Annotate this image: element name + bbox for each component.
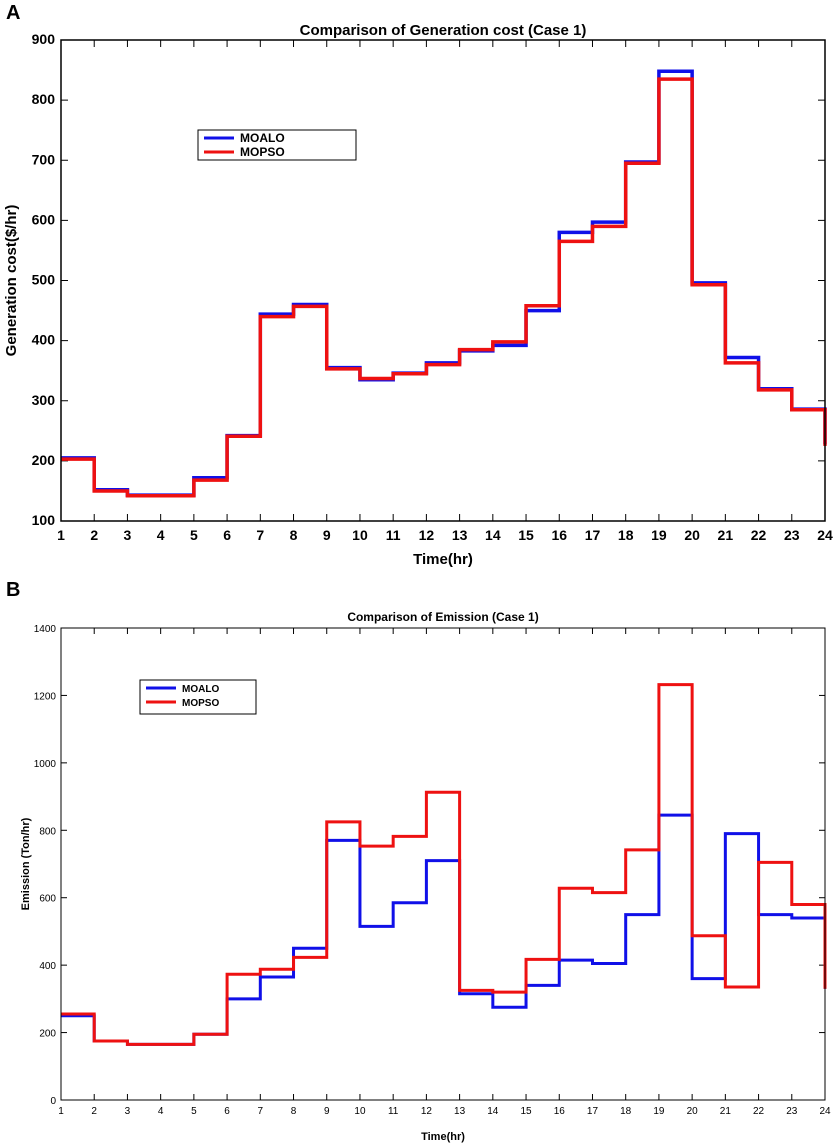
b-x-axis-label: Time(hr) <box>421 1131 465 1143</box>
a-legend: MOALO MOPSO <box>197 129 357 161</box>
b-series-mopso-line <box>61 683 827 1046</box>
b-x-tick-label: 8 <box>291 1106 297 1117</box>
a-x-tick-label: 8 <box>290 527 298 543</box>
a-x-tick-label: 20 <box>684 527 700 543</box>
a-y-tick-label: 300 <box>32 392 56 408</box>
a-x-tick-label: 17 <box>585 527 601 543</box>
b-x-tick-label: 9 <box>324 1106 330 1117</box>
b-x-tick-label: 22 <box>753 1106 765 1117</box>
a-y-ticks: 100 200 300 400 500 600 700 800 900 <box>32 31 825 528</box>
b-y-axis-label: Emission (Ton/hr) <box>20 817 32 910</box>
b-y-tick-label: 1000 <box>34 759 57 770</box>
b-y-tick-label: 0 <box>50 1096 56 1107</box>
b-y-tick-label: 800 <box>39 826 56 837</box>
b-y-tick-label: 1400 <box>34 624 57 635</box>
b-y-tick-label: 400 <box>39 961 56 972</box>
panel-b-letter: B <box>6 579 20 601</box>
a-x-tick-label: 5 <box>190 527 198 543</box>
b-y-tick-label: 600 <box>39 894 56 905</box>
b-x-tick-label: 5 <box>191 1106 197 1117</box>
b-legend: MOALO MOPSO <box>139 679 257 715</box>
a-plot-frame <box>60 39 826 522</box>
a-y-tick-label: 400 <box>32 332 56 348</box>
a-y-tick-label: 200 <box>32 452 56 468</box>
a-series-mopso-line <box>61 77 827 498</box>
a-x-tick-label: 16 <box>551 527 567 543</box>
b-x-tick-label: 13 <box>454 1106 466 1117</box>
a-legend-label-moalo: MOALO <box>240 131 285 145</box>
a-x-tick-label: 13 <box>452 527 468 543</box>
a-x-tick-label: 18 <box>618 527 634 543</box>
b-x-tick-label: 21 <box>720 1106 732 1117</box>
a-x-tick-label: 10 <box>352 527 368 543</box>
b-x-tick-label: 11 <box>388 1106 399 1117</box>
a-y-axis-label: Generation cost($/hr) <box>3 205 20 357</box>
a-y-tick-label: 900 <box>32 31 56 47</box>
b-x-tick-label: 20 <box>687 1106 699 1117</box>
b-x-tick-label: 17 <box>587 1106 599 1117</box>
a-x-tick-label: 9 <box>323 527 331 543</box>
a-x-tick-label: 21 <box>718 527 734 543</box>
a-x-ticks: 1 2 3 4 5 6 7 8 9 10 11 12 13 14 15 16 17 18 19 20 21 22 23 24 <box>57 40 833 543</box>
a-y-tick-label: 600 <box>32 211 56 227</box>
b-legend-label-mopso: MOPSO <box>182 698 219 709</box>
b-x-tick-label: 7 <box>258 1106 264 1117</box>
a-y-tick-label: 500 <box>32 272 56 288</box>
a-x-axis-label: Time(hr) <box>413 551 473 568</box>
a-y-tick-label: 700 <box>32 151 56 167</box>
b-x-tick-label: 3 <box>125 1106 131 1117</box>
b-series-moalo-line <box>61 813 827 1046</box>
b-legend-label-moalo: MOALO <box>182 684 219 695</box>
b-y-tick-label: 200 <box>39 1029 56 1040</box>
generation-cost-chart: 1 2 3 4 5 6 7 8 9 10 11 12 13 14 15 16 17 18 19 20 21 22 23 24 … <box>3 22 833 568</box>
b-x-tick-label: 16 <box>554 1106 566 1117</box>
a-x-tick-label: 19 <box>651 527 667 543</box>
b-x-tick-label: 23 <box>786 1106 798 1117</box>
b-x-tick-label: 24 <box>819 1106 831 1117</box>
a-legend-box <box>197 129 357 161</box>
a-x-tick-label: 3 <box>124 527 132 543</box>
panel-a-letter: A <box>6 2 20 24</box>
a-series-lines <box>61 69 827 498</box>
a-x-tick-label: 24 <box>817 527 833 543</box>
b-series-lines <box>61 683 827 1046</box>
a-chart-title: Comparison of Generation cost (Case 1) <box>300 22 587 39</box>
b-x-tick-label: 4 <box>158 1106 164 1117</box>
b-y-tick-label: 1200 <box>34 691 57 702</box>
a-x-tick-label: 22 <box>751 527 767 543</box>
b-x-tick-label: 19 <box>653 1106 665 1117</box>
a-x-tick-label: 11 <box>386 527 401 543</box>
b-plot-frame <box>60 627 826 1101</box>
a-x-tick-label: 14 <box>485 527 501 543</box>
a-y-tick-label: 100 <box>32 512 56 528</box>
b-x-tick-label: 15 <box>520 1106 532 1117</box>
b-x-tick-label: 1 <box>58 1106 64 1117</box>
a-x-tick-label: 6 <box>223 527 231 543</box>
b-y-ticks: 0 200 400 600 800 1000 1200 1400 <box>34 624 825 1107</box>
a-x-tick-label: 1 <box>57 527 65 543</box>
b-x-tick-label: 18 <box>620 1106 632 1117</box>
a-x-tick-label: 7 <box>256 527 264 543</box>
b-x-tick-label: 14 <box>487 1106 499 1117</box>
b-x-tick-label: 2 <box>91 1106 97 1117</box>
a-y-tick-label: 800 <box>32 91 56 107</box>
a-x-tick-label: 15 <box>518 527 534 543</box>
b-x-tick-label: 6 <box>224 1106 230 1117</box>
b-chart-title: Comparison of Emission (Case 1) <box>347 610 538 624</box>
emission-chart: 1 2 3 4 5 6 7 8 9 10 11 12 13 14 15 16 17 18 19 20 21 22 23 24 … <box>20 610 831 1143</box>
a-x-tick-label: 4 <box>157 527 165 543</box>
b-legend-box <box>139 679 257 715</box>
a-x-tick-label: 2 <box>90 527 98 543</box>
a-x-tick-label: 12 <box>419 527 435 543</box>
b-x-tick-label: 12 <box>421 1106 433 1117</box>
a-legend-label-mopso: MOPSO <box>240 145 285 159</box>
b-x-tick-label: 10 <box>354 1106 366 1117</box>
a-x-tick-label: 23 <box>784 527 800 543</box>
